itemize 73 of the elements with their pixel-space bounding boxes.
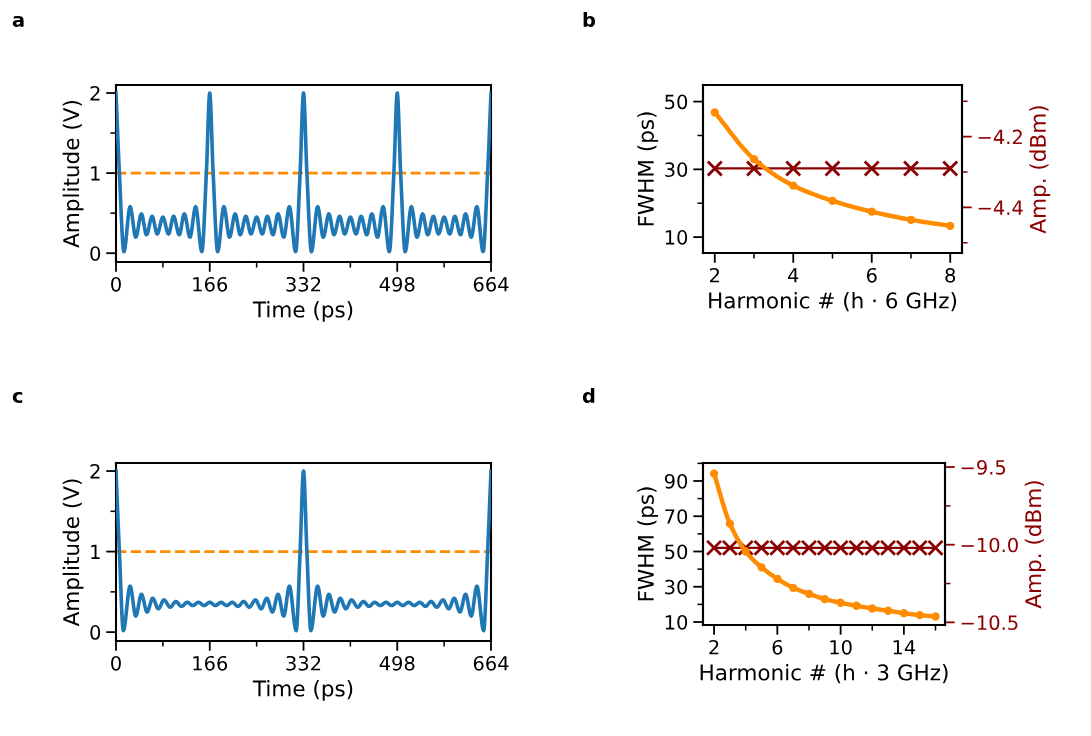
x-tick-label: 332 [286, 655, 321, 671]
point [773, 574, 782, 583]
y2-axis-title: Amp. (dBm) [1024, 481, 1046, 609]
y-tick-label: 1 [91, 166, 100, 181]
x-tick-label: 6 [866, 267, 877, 283]
x-tick-label: 4 [788, 268, 799, 283]
x-tick-label: 166 [193, 655, 228, 671]
y-axis-title: FWHM (ps) [637, 112, 659, 226]
y-tick-label: 1 [91, 544, 100, 559]
y2-tick-label: −9.5 [961, 459, 1006, 475]
x-axis-title: Time (ps) [252, 300, 353, 322]
x-tick-label: 0 [111, 276, 121, 292]
point [741, 547, 750, 556]
y-axis-title: Amplitude (V) [62, 101, 84, 248]
y-tick-label: 10 [665, 614, 688, 630]
y-axis-title: Amplitude (V) [62, 479, 84, 627]
x-axis-title: Harmonic # (h · 3 GHz) [700, 663, 948, 684]
y-tick-label: 10 [665, 230, 688, 245]
x-tick-label: 498 [379, 276, 415, 292]
y-tick-label: 50 [665, 94, 688, 110]
point [789, 181, 798, 190]
x-tick-label: 8 [945, 267, 956, 283]
point [820, 594, 829, 604]
x-tick-label: 166 [193, 276, 228, 292]
x-tick-label: 664 [473, 655, 509, 671]
x-tick-label: 0 [111, 655, 121, 671]
x-tick-label: 664 [473, 276, 509, 292]
y-tick-label: 50 [665, 544, 688, 560]
point [836, 598, 845, 607]
chart-title: a [12, 15, 24, 28]
x-axis-title: Harmonic # (h · 6 GHz) [709, 291, 957, 312]
point [915, 610, 924, 620]
y-tick-label: 2 [90, 464, 100, 479]
chart-title: d [582, 388, 595, 404]
x-tick-label: 498 [379, 655, 415, 671]
point [946, 221, 955, 231]
x-tick-label: 14 [893, 640, 916, 655]
point [906, 215, 916, 224]
y-tick-label: 0 [90, 246, 101, 261]
point [899, 609, 909, 618]
y2-tick-label: −4.4 [978, 200, 1023, 215]
point [804, 589, 814, 598]
x-axis-title: Time (ps) [252, 679, 353, 701]
y-tick-label: 2 [90, 85, 100, 101]
y2-tick-label: −10.0 [961, 537, 1018, 553]
point [725, 519, 735, 528]
point [868, 604, 877, 613]
point [757, 563, 766, 572]
y-tick-label: 90 [664, 473, 688, 489]
y-tick-label: 30 [665, 162, 688, 177]
y-axis-title: FWHM (ps) [637, 487, 659, 601]
point [749, 155, 759, 164]
y2-axis-title: Amp. (dBm) [1029, 106, 1051, 234]
point [931, 612, 940, 621]
x-tick-label: 2 [710, 267, 720, 283]
point [852, 601, 861, 610]
x-tick-label: 6 [772, 639, 783, 655]
chart-title: b [583, 12, 596, 28]
point [788, 583, 798, 592]
x-tick-label: 2 [709, 639, 719, 655]
x-tick-label: 10 [830, 639, 852, 655]
chart-title: c [12, 391, 23, 404]
point [867, 207, 876, 216]
point [828, 196, 837, 206]
point [710, 108, 719, 117]
y-tick-label: 0 [90, 625, 101, 640]
x-tick-label: 332 [286, 276, 321, 292]
y-tick-label: 70 [665, 509, 688, 524]
y2-tick-label: −10.5 [961, 615, 1018, 631]
point [709, 469, 719, 478]
y-tick-label: 30 [665, 579, 688, 595]
y2-tick-label: −4.2 [978, 129, 1022, 145]
point [883, 606, 893, 615]
